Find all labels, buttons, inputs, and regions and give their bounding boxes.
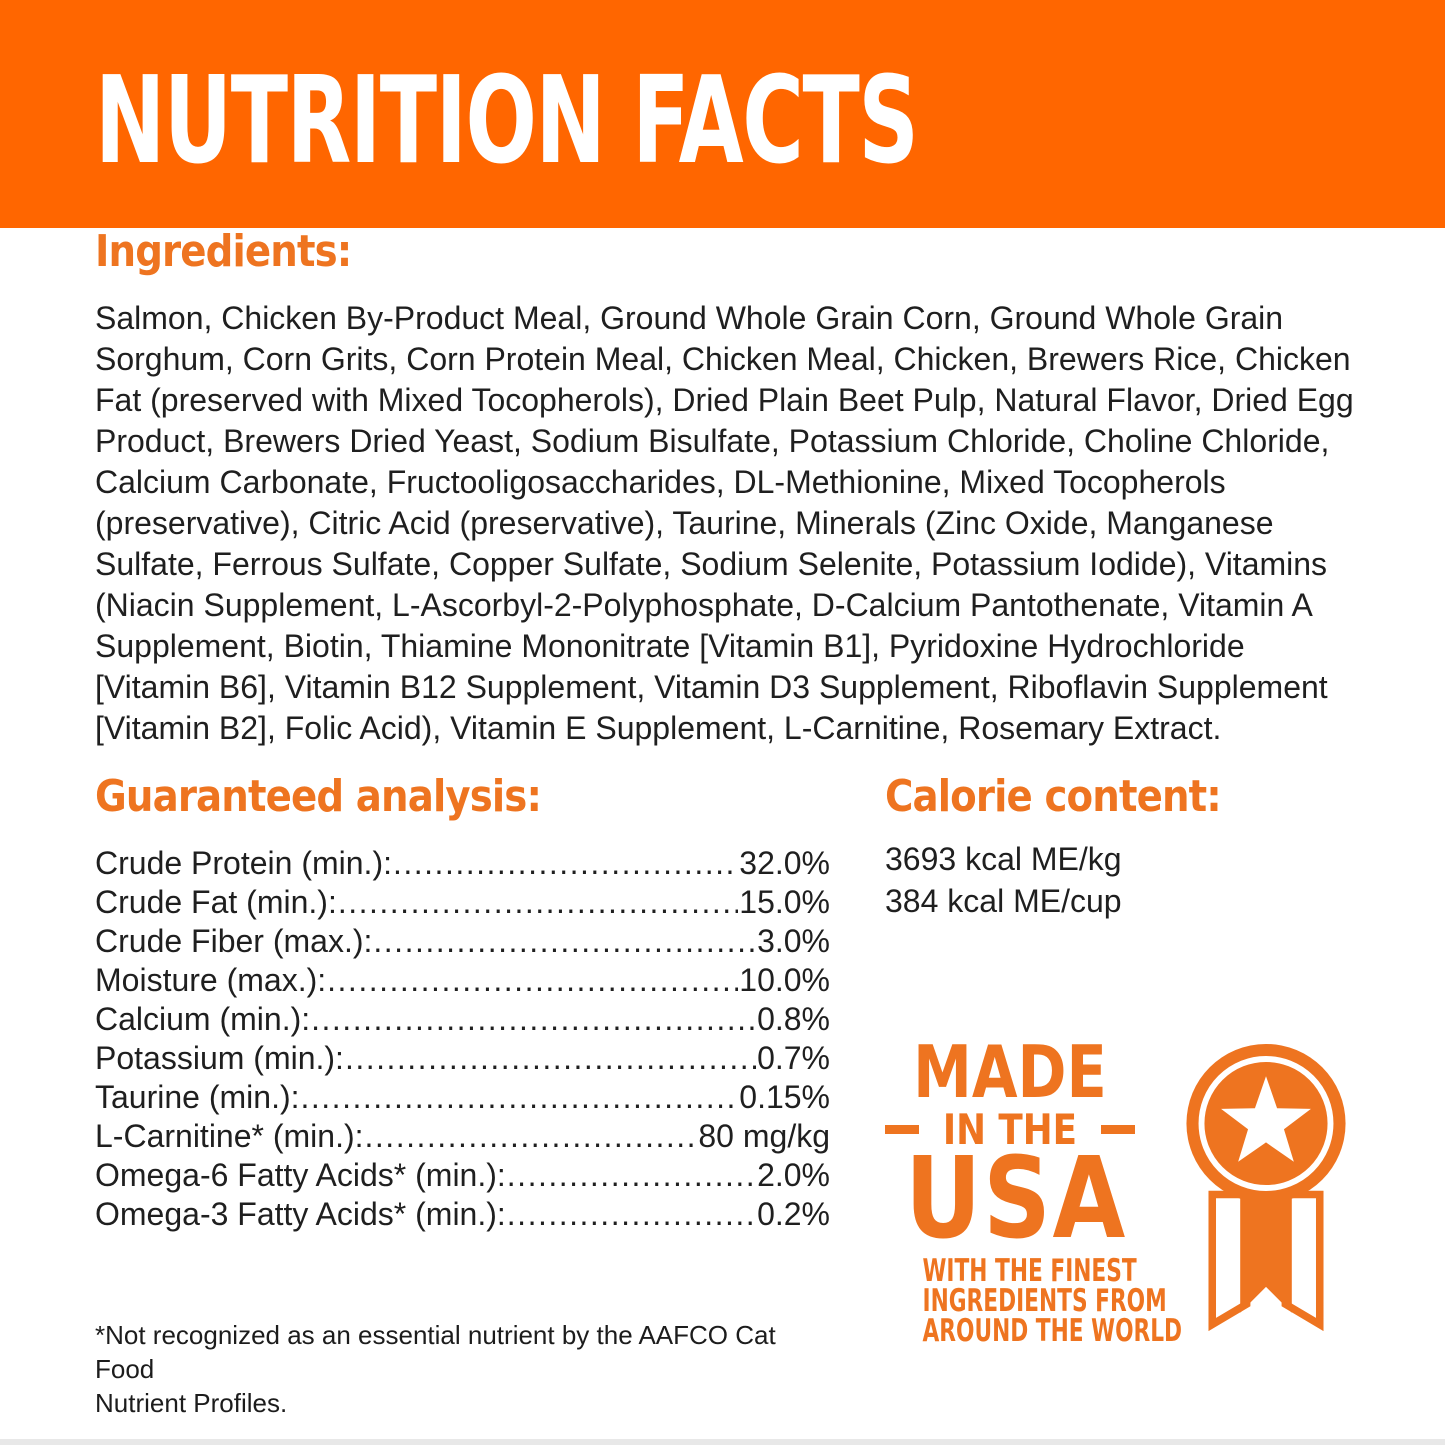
badge-tagline: WITH THE FINEST INGREDIENTS FROM AROUND …: [922, 1252, 1183, 1349]
analysis-row: Omega-6 Fatty Acids* (min.): 2.0%: [95, 1156, 830, 1195]
dot-leader: [338, 883, 738, 922]
analysis-label: Crude Fat (min.):: [95, 883, 337, 920]
analysis-label: Taurine (min.):: [95, 1078, 300, 1115]
made-in-usa-text: MADE IN THE USA WITH THE FINEST INGREDIE…: [885, 1029, 1183, 1349]
usa-word: USA: [905, 1133, 1128, 1264]
calorie-per-cup: 384 kcal ME/cup: [885, 882, 1122, 919]
guaranteed-analysis-table: Crude Protein (min.): 32.0% Crude Fat (m…: [95, 844, 830, 1234]
award-ribbon-icon: [1186, 1043, 1346, 1331]
ribbon-center: [1240, 1192, 1292, 1313]
dash-right: [1100, 1125, 1135, 1135]
dot-leader: [365, 1117, 698, 1156]
analysis-value: 15.0%: [739, 883, 830, 920]
dot-leader: [373, 922, 756, 961]
dot-leader: [301, 1078, 739, 1117]
analysis-value: 0.8%: [757, 1000, 830, 1037]
guaranteed-analysis-section: Guaranteed analysis: Crude Protein (min.…: [95, 771, 830, 1419]
in-the-word: IN THE: [942, 1104, 1078, 1154]
analysis-label: Moisture (max.):: [95, 961, 327, 998]
analysis-value: 32.0%: [739, 844, 830, 881]
two-column-section: Guaranteed analysis: Crude Protein (min.…: [95, 771, 1355, 1419]
calorie-per-kg: 3693 kcal ME/kg: [885, 840, 1122, 877]
analysis-row: L-Carnitine* (min.): 80 mg/kg: [95, 1117, 830, 1156]
analysis-value: 2.0%: [757, 1156, 830, 1193]
ingredients-heading: Ingredients:: [95, 226, 352, 277]
header-banner: NUTRITION FACTS: [0, 0, 1445, 228]
analysis-label: Crude Fiber (max.):: [95, 922, 373, 959]
analysis-label: Calcium (min.):: [95, 1000, 311, 1037]
dot-leader: [327, 961, 738, 1000]
in-the-row: IN THE: [885, 1108, 1135, 1152]
star-icon: [1221, 1075, 1311, 1162]
ingredients-text: Salmon, Chicken By-Product Meal, Ground …: [95, 300, 1354, 747]
analysis-label: L-Carnitine* (min.):: [95, 1117, 364, 1154]
calorie-values: 3693 kcal ME/kg 384 kcal ME/cup: [885, 838, 1355, 922]
made-in-usa-badge: MADE IN THE USA WITH THE FINEST INGREDIE…: [885, 1029, 1355, 1349]
dash-left: [885, 1125, 920, 1135]
dot-leader: [393, 844, 738, 883]
dot-leader: [311, 1000, 756, 1039]
page-title: NUTRITION FACTS: [95, 52, 919, 191]
calorie-heading: Calorie content:: [885, 771, 1222, 823]
analysis-value: 3.0%: [757, 922, 830, 959]
analysis-value: 0.7%: [757, 1039, 830, 1076]
dot-leader: [507, 1195, 756, 1234]
analysis-label: Omega-3 Fatty Acids* (min.):: [95, 1195, 506, 1232]
dot-leader: [345, 1039, 756, 1078]
analysis-row: Moisture (max.): 10.0%: [95, 961, 830, 1000]
analysis-label: Potassium (min.):: [95, 1039, 344, 1076]
medal-ring: [1198, 1055, 1334, 1191]
analysis-row: Crude Fat (min.): 15.0%: [95, 883, 830, 922]
guaranteed-analysis-heading: Guaranteed analysis:: [95, 771, 542, 823]
analysis-label: Crude Protein (min.):: [95, 844, 392, 881]
analysis-row: Crude Fiber (max.): 3.0%: [95, 922, 830, 961]
analysis-value: 80 mg/kg: [698, 1117, 830, 1154]
analysis-value: 0.2%: [757, 1195, 830, 1232]
analysis-row: Omega-3 Fatty Acids* (min.): 0.2%: [95, 1195, 830, 1234]
analysis-row: Crude Protein (min.): 32.0%: [95, 844, 830, 883]
analysis-row: Potassium (min.): 0.7%: [95, 1039, 830, 1078]
analysis-value: 0.15%: [739, 1078, 830, 1115]
analysis-label: Omega-6 Fatty Acids* (min.):: [95, 1156, 506, 1193]
analysis-row: Taurine (min.): 0.15%: [95, 1078, 830, 1117]
analysis-value: 10.0%: [739, 961, 830, 998]
label-body: Ingredients: Salmon, Chicken By-Product …: [0, 226, 1445, 1420]
bottom-edge: [0, 1439, 1445, 1445]
footnote: *Not recognized as an essential nutrient…: [95, 1319, 776, 1418]
analysis-row: Calcium (min.): 0.8%: [95, 1000, 830, 1039]
made-word: MADE: [913, 1029, 1107, 1114]
dot-leader: [507, 1156, 756, 1195]
calorie-section: Calorie content: 3693 kcal ME/kg 384 kca…: [885, 771, 1355, 1419]
